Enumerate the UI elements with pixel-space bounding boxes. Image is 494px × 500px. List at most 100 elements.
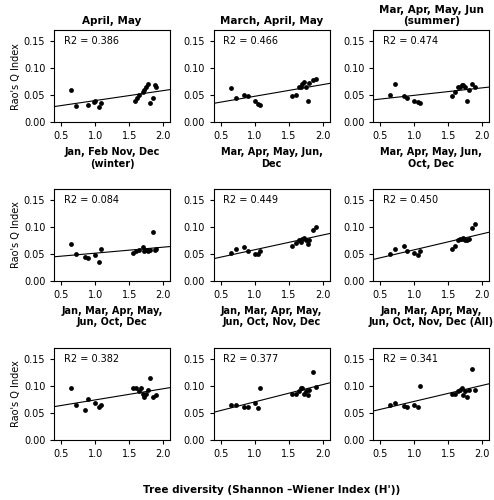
Point	[404, 94, 412, 102]
Point	[448, 244, 455, 252]
Point	[256, 384, 264, 392]
Point	[391, 80, 399, 88]
Point	[312, 75, 320, 83]
Point	[297, 238, 305, 246]
Point	[72, 102, 80, 110]
Point	[463, 392, 471, 400]
Point	[254, 100, 262, 108]
Point	[67, 86, 75, 94]
Point	[451, 88, 459, 96]
Point	[304, 96, 312, 104]
Point	[256, 248, 264, 256]
Point	[128, 384, 136, 392]
Point	[97, 244, 105, 252]
Point	[144, 80, 152, 88]
X-axis label: Jan, Mar, Apr, May,
Jun, Oct, Nov, Dec: Jan, Mar, Apr, May, Jun, Oct, Nov, Dec	[221, 306, 323, 328]
Text: R2 = 0.341: R2 = 0.341	[383, 354, 438, 364]
Point	[451, 242, 459, 250]
Point	[298, 384, 306, 392]
Point	[232, 400, 240, 408]
X-axis label: Mar, Apr, May, Jun,
Oct, Dec: Mar, Apr, May, Jun, Oct, Dec	[380, 147, 482, 169]
Point	[72, 400, 80, 408]
Point	[463, 96, 471, 104]
Point	[454, 236, 462, 244]
Point	[312, 223, 320, 231]
Point	[459, 234, 467, 241]
X-axis label: Mar, Apr, May, Jun,
Dec: Mar, Apr, May, Jun, Dec	[221, 147, 323, 169]
Point	[254, 250, 262, 258]
Point	[142, 83, 150, 91]
Point	[295, 83, 303, 91]
Point	[400, 242, 408, 250]
Text: R2 = 0.386: R2 = 0.386	[64, 36, 119, 46]
Point	[291, 91, 299, 99]
Point	[97, 100, 105, 108]
Point	[404, 404, 412, 411]
Point	[400, 402, 408, 410]
Point	[465, 235, 473, 243]
Point	[91, 96, 99, 104]
Text: R2 = 0.449: R2 = 0.449	[223, 196, 278, 205]
Point	[241, 404, 248, 411]
Point	[291, 390, 299, 398]
Point	[135, 91, 143, 99]
Point	[91, 251, 99, 259]
Point	[67, 240, 75, 248]
Point	[298, 80, 306, 88]
Point	[297, 83, 305, 91]
Point	[454, 83, 462, 91]
Point	[288, 242, 296, 250]
Point	[461, 236, 469, 244]
Point	[400, 92, 408, 100]
Point	[139, 390, 147, 398]
Point	[391, 244, 399, 252]
Point	[67, 384, 75, 392]
Point	[456, 83, 464, 91]
Point	[458, 235, 466, 243]
Point	[142, 246, 150, 254]
Point	[91, 399, 99, 407]
Point	[411, 96, 418, 104]
Point	[298, 235, 306, 243]
Point	[304, 392, 312, 400]
Point	[413, 98, 421, 106]
Point	[309, 368, 317, 376]
Point	[458, 82, 466, 90]
Point	[471, 83, 479, 91]
Text: Tree diversity (Shannon –Wiener Index (H')): Tree diversity (Shannon –Wiener Index (H…	[143, 485, 400, 495]
Point	[448, 390, 455, 398]
Point	[300, 234, 308, 241]
Point	[461, 83, 469, 91]
Point	[254, 404, 262, 412]
Point	[153, 83, 161, 91]
Point	[471, 220, 479, 228]
Point	[416, 100, 424, 108]
Point	[468, 80, 476, 88]
Point	[454, 387, 462, 395]
Point	[241, 91, 248, 99]
Point	[288, 390, 296, 398]
Point	[416, 382, 424, 390]
Point	[84, 101, 92, 109]
Point	[468, 366, 476, 374]
Point	[465, 386, 473, 394]
Point	[142, 390, 150, 398]
Point	[232, 244, 240, 252]
Point	[153, 392, 161, 400]
Point	[300, 78, 308, 86]
Point	[411, 400, 418, 408]
Point	[413, 251, 421, 259]
Point	[468, 224, 476, 232]
Point	[456, 235, 464, 243]
Point	[132, 248, 140, 256]
Point	[305, 79, 313, 87]
Point	[251, 250, 259, 258]
Point	[456, 386, 464, 394]
Point	[463, 236, 471, 244]
Point	[451, 390, 459, 398]
Point	[81, 252, 89, 260]
Point	[137, 384, 145, 392]
Text: R2 = 0.474: R2 = 0.474	[383, 36, 438, 46]
Point	[244, 92, 252, 100]
Point	[309, 76, 317, 84]
